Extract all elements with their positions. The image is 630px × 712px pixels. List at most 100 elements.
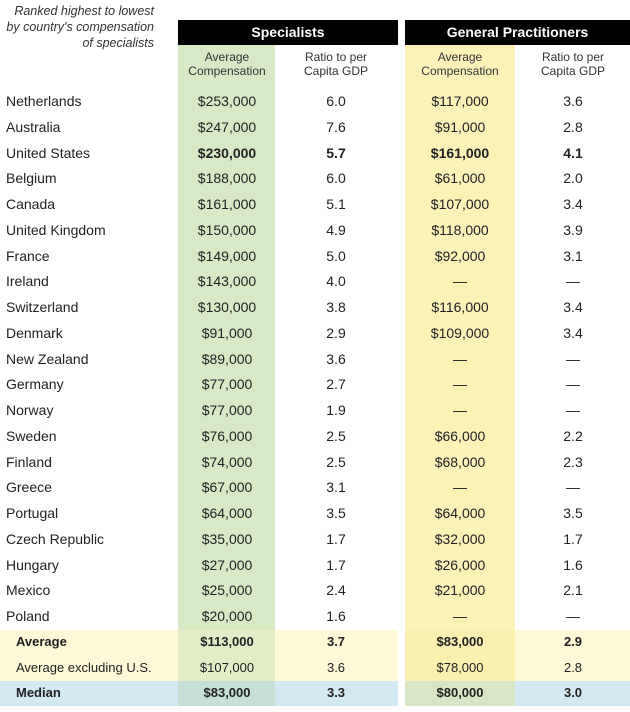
- gp-ratio: —: [566, 479, 580, 496]
- spec-avg: $188,000: [197, 170, 257, 187]
- spec-ratio: 3.1: [326, 479, 346, 496]
- spec-ratio: 2.5: [326, 453, 346, 470]
- gp-ratio: 4.1: [563, 144, 583, 161]
- summary-spec-avg: $83,000: [203, 685, 251, 700]
- country: Finland: [6, 453, 52, 470]
- spec-avg: $64,000: [201, 505, 253, 521]
- column-header: Average Compensation: [188, 50, 266, 78]
- gp-avg: $109,000: [430, 324, 490, 341]
- spec-ratio: 1.6: [326, 608, 346, 624]
- spec-avg: $150,000: [197, 221, 257, 238]
- gp-ratio: —: [566, 402, 580, 418]
- country: Poland: [6, 608, 50, 624]
- spec-ratio: 3.5: [326, 505, 346, 521]
- median-gp-bg: [405, 681, 515, 706]
- gp-avg: $21,000: [434, 582, 486, 599]
- summary-country: Median: [16, 685, 61, 700]
- gp-avg: $61,000: [434, 170, 486, 187]
- gp-avg: $64,000: [434, 505, 486, 521]
- gp-avg: $161,000: [430, 144, 490, 161]
- spec-avg: $20,000: [201, 608, 253, 624]
- spec-ratio: 3.8: [326, 299, 346, 315]
- gp-avg: $92,000: [434, 247, 486, 264]
- gp-ratio: 2.2: [563, 427, 583, 444]
- spec-avg: $74,000: [201, 453, 253, 470]
- summary-spec-ratio: 3.3: [326, 685, 346, 700]
- gp-avg: —: [453, 273, 467, 290]
- country: Portugal: [6, 505, 59, 521]
- spec-avg: $149,000: [197, 247, 257, 264]
- country: Greece: [6, 479, 52, 496]
- gp-avg: $107,000: [430, 196, 490, 212]
- gp-avg: $32,000: [434, 530, 486, 547]
- spec-ratio: 6.0: [326, 93, 346, 109]
- summary-gp-avg: $78,000: [436, 659, 484, 675]
- spec-ratio: 4.9: [326, 221, 346, 238]
- gp-avg: $26,000: [434, 556, 486, 573]
- median-row-bg: [0, 681, 630, 706]
- gp-avg: $91,000: [434, 118, 486, 135]
- spec-ratio: 7.6: [326, 118, 346, 135]
- country: New Zealand: [6, 350, 89, 367]
- country: Norway: [6, 402, 54, 418]
- summary-country: Average excluding U.S.: [16, 659, 152, 675]
- spec-ratio: 1.7: [326, 556, 346, 573]
- gp-ratio: 2.3: [563, 453, 583, 470]
- average-rows-bg: [0, 630, 630, 681]
- group-gap: [398, 45, 405, 706]
- gp-ratio: —: [566, 350, 580, 367]
- spec-avg: $67,000: [201, 479, 253, 496]
- average-gp-bg: [405, 630, 515, 681]
- spec-ratio: 6.0: [326, 170, 346, 187]
- spec-ratio: 4.0: [326, 273, 346, 290]
- spec-ratio: 2.7: [326, 376, 346, 393]
- gp-ratio: 3.5: [563, 505, 583, 521]
- group-header: Specialists: [178, 20, 398, 45]
- gp-avg: —: [453, 376, 467, 393]
- gp-avg: $117,000: [431, 93, 489, 109]
- gp-avg: $118,000: [431, 221, 489, 238]
- summary-gp-ratio: 3.0: [563, 685, 583, 700]
- summary-gp-ratio: 2.9: [563, 634, 583, 649]
- spec-avg: $77,000: [201, 376, 253, 393]
- spec-avg: $91,000: [201, 324, 253, 341]
- country: Hungary: [6, 556, 59, 573]
- summary-spec-avg: $113,000: [200, 634, 254, 649]
- gp-avg: —: [453, 350, 467, 367]
- country: Canada: [6, 196, 56, 212]
- country: Belgium: [6, 170, 57, 187]
- country: France: [6, 247, 50, 264]
- gp-ratio: —: [566, 273, 580, 290]
- note: Ranked highest to lowest by country's co…: [6, 4, 154, 50]
- spec-avg: $130,000: [197, 299, 257, 315]
- country: Netherlands: [6, 93, 82, 109]
- gp-avg: —: [453, 479, 467, 496]
- spec-avg: $25,000: [201, 582, 253, 599]
- spec-avg: $77,000: [201, 402, 253, 418]
- gp-ratio: 1.6: [563, 556, 583, 573]
- gp-ratio: 3.4: [563, 299, 583, 315]
- summary-gp-ratio: 2.8: [563, 659, 583, 675]
- spec-ratio: 2.4: [326, 582, 346, 599]
- spec-avg: $161,000: [197, 196, 257, 212]
- summary-country: Average: [16, 634, 67, 649]
- gp-ratio: 3.6: [563, 93, 583, 109]
- gp-ratio: 3.1: [563, 247, 583, 264]
- specialist-column-bg: [178, 45, 275, 630]
- summary-spec-avg: $107,000: [199, 659, 255, 675]
- spec-ratio: 5.1: [326, 196, 346, 212]
- country: United Kingdom: [6, 221, 106, 238]
- gp-ratio: 3.9: [563, 221, 583, 238]
- column-header: Average Compensation: [421, 50, 499, 78]
- spec-avg: $253,000: [197, 93, 257, 109]
- gp-ratio: —: [566, 376, 580, 393]
- gp-ratio: 1.7: [563, 530, 583, 547]
- gp-avg: $66,000: [434, 427, 486, 444]
- country: Switzerland: [6, 299, 79, 315]
- gp-ratio: 2.0: [563, 170, 583, 187]
- country: Mexico: [6, 582, 51, 599]
- country: Czech Republic: [6, 530, 105, 547]
- gp-ratio: 3.4: [563, 324, 583, 341]
- country: Denmark: [6, 324, 63, 341]
